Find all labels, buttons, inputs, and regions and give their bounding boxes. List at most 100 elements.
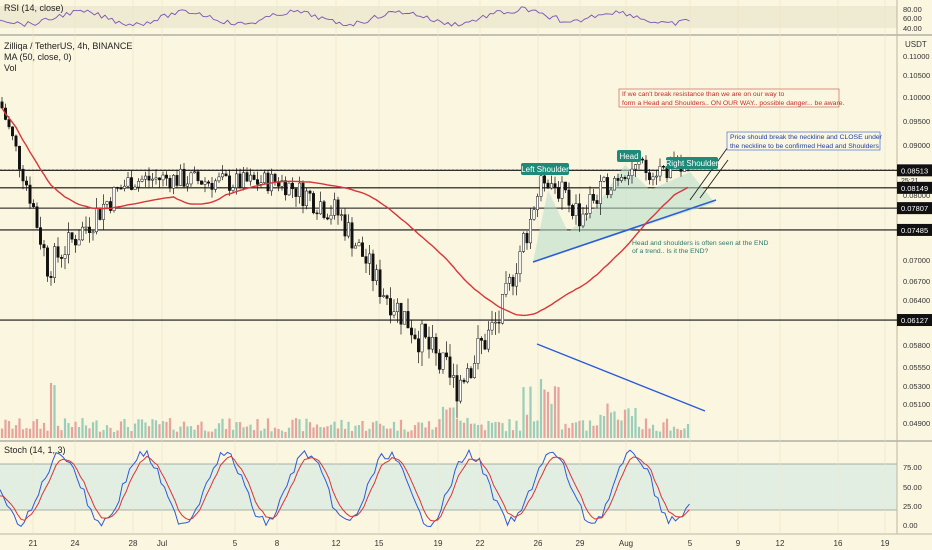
time-tick: 12 [776, 539, 785, 548]
volume-bar [644, 418, 648, 438]
volume-bar [511, 430, 515, 438]
volume-bar [420, 422, 424, 438]
volume-bar [277, 428, 280, 438]
volume-bar [368, 428, 371, 438]
candle-body [116, 187, 119, 189]
time-tick: 12 [332, 539, 341, 548]
candle-body [172, 175, 175, 189]
candle-body [364, 256, 368, 264]
candle-body [228, 175, 231, 191]
price-tick: 0.10500 [903, 71, 930, 80]
volume-bar [364, 430, 368, 438]
volume-bar [284, 431, 287, 438]
price-flag [897, 202, 932, 215]
volume-bar [539, 379, 543, 438]
candle-body [70, 232, 74, 240]
candle-body [578, 203, 581, 227]
candle-body [417, 338, 420, 353]
candle-body [200, 180, 203, 185]
candle-body [186, 183, 189, 187]
candle-body [571, 205, 574, 216]
candle-body [602, 177, 606, 182]
volume-bar [413, 425, 417, 438]
candle-body [221, 173, 224, 178]
volume-bar [228, 418, 231, 438]
volume-bar [529, 386, 532, 438]
candle-body [42, 244, 46, 249]
volume-bar [217, 423, 221, 438]
candle-body [231, 187, 235, 191]
candle-body [543, 175, 546, 184]
volume-bar [326, 426, 329, 438]
candle-body [39, 227, 42, 245]
volume-bar [193, 429, 196, 438]
symbol-title[interactable]: Zilliqa / TetherUS, 4h, BINANCE [4, 41, 133, 51]
volume-bar [508, 419, 511, 438]
volume-bar [25, 428, 28, 438]
candle-body [396, 302, 399, 312]
time-tick: 9 [736, 539, 741, 548]
candle-body [375, 269, 378, 282]
volume-bar [315, 424, 319, 438]
end-of-trend-note: Head and shoulders is often seen at the … [632, 240, 768, 255]
volume-bar [322, 427, 326, 438]
candle-body [214, 180, 217, 190]
stoch-legend[interactable]: Stoch (14, 1, 3) [4, 445, 66, 455]
volume-bar [637, 426, 641, 438]
volume-bar [133, 423, 137, 438]
candle-body [287, 182, 291, 196]
candle-body [203, 181, 207, 185]
candle-body [84, 226, 88, 229]
vol-legend[interactable]: Vol [4, 63, 17, 73]
ma-legend[interactable]: MA (50, close, 0) [4, 52, 72, 62]
svg-text:form a Head and Shoulders.. ON: form a Head and Shoulders.. ON OUR WAY..… [622, 100, 845, 107]
volume-bar [406, 431, 410, 438]
candle-body [207, 181, 210, 184]
volume-bar [662, 422, 665, 438]
volume-bar [557, 387, 560, 438]
volume-bar [599, 414, 602, 438]
breakdown-arrow-line [689, 146, 729, 201]
volume-bar [609, 412, 613, 438]
candle-body [515, 273, 518, 287]
volume-bar [634, 408, 637, 438]
volume-bar [63, 418, 67, 438]
volume-bar [21, 429, 25, 438]
candle-body [336, 199, 340, 216]
volume-bar [431, 429, 434, 438]
volume-bar [46, 430, 49, 438]
head-label: Head [617, 150, 641, 162]
candle-body [280, 180, 284, 187]
volume-bar [441, 406, 445, 438]
time-tick: 15 [375, 539, 384, 548]
volume-bar [585, 430, 588, 438]
head-shoulders-fill [533, 165, 715, 262]
candle-body [599, 180, 602, 204]
volume-bar [504, 431, 508, 438]
candle-body [613, 178, 616, 191]
candle-body [151, 178, 154, 181]
candle-body [242, 172, 245, 188]
candle-body [259, 182, 263, 185]
price-tick: 0.06400 [903, 296, 930, 305]
candle-body [56, 246, 60, 258]
candle-body [550, 183, 553, 189]
volume-bar [270, 431, 273, 438]
volume-bar [28, 428, 32, 438]
candle-body [294, 188, 298, 197]
candle-body [196, 171, 200, 182]
candle-body [469, 368, 473, 378]
rsi-legend[interactable]: RSI (14, close) [4, 3, 64, 13]
volume-bar [487, 420, 490, 438]
volume-bar [452, 407, 455, 438]
candle-body [574, 203, 578, 216]
volume-bar [91, 422, 95, 438]
candle-body [137, 181, 140, 188]
svg-text:Right Shoulder: Right Shoulder [666, 159, 719, 168]
volume-bar [4, 419, 7, 438]
volume-bar [340, 419, 343, 438]
volume-bar [410, 430, 413, 438]
volume-bar [81, 418, 84, 438]
candle-body [217, 176, 221, 182]
volume-bar [448, 407, 452, 438]
